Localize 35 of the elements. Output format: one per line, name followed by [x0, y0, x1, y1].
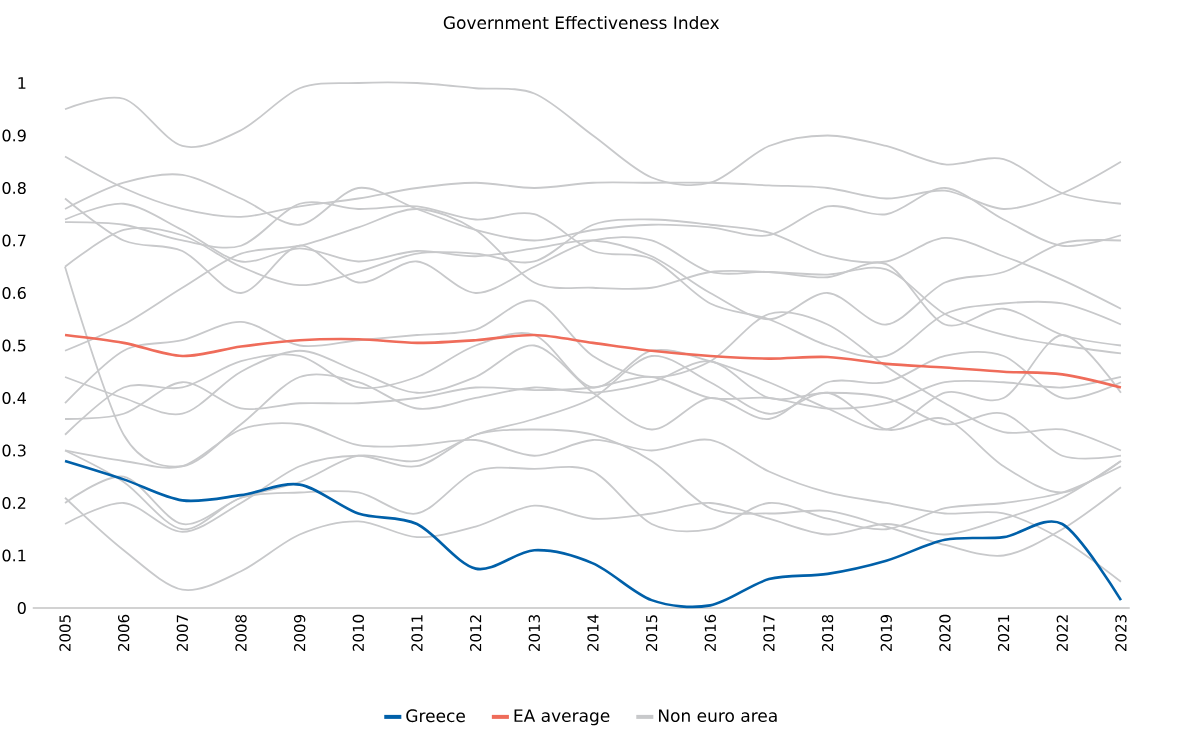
chart-title: Government Effectiveness Index	[443, 15, 720, 30]
x-tick-label: 2013	[528, 615, 540, 651]
y-tick-label: 0.4	[2, 391, 26, 405]
y-tick-label: 0.6	[2, 286, 26, 300]
legend-label: EA average	[514, 709, 610, 726]
x-tick-label: 2006	[118, 614, 130, 651]
y-tick-label: 1	[18, 77, 26, 89]
x-tick-label: 2020	[939, 614, 951, 651]
y-tick-label: 0.7	[2, 234, 26, 247]
x-tick-label: 2019	[880, 614, 892, 651]
x-tick-label: 2015	[645, 615, 658, 651]
y-tick-label: 0.8	[2, 181, 26, 195]
x-tick-label: 2011	[411, 615, 423, 651]
x-tick-label: 2023	[1115, 615, 1127, 651]
y-tick-label: 0.1	[2, 549, 26, 562]
x-tick-label: 2016	[704, 614, 716, 651]
y-tick-label: 0.3	[2, 444, 26, 457]
x-tick-label: 2021	[997, 615, 1010, 651]
x-tick-label: 2008	[235, 614, 247, 651]
x-tick-label: 2009	[293, 614, 306, 651]
line-series	[63, 333, 1123, 389]
x-tick-label: 2018	[821, 614, 834, 651]
y-tick-label: 0.5	[2, 339, 26, 352]
y-tick-label: 0.2	[2, 496, 26, 510]
x-tick-label: 2007	[176, 615, 189, 651]
y-tick-label: 0.9	[2, 129, 26, 142]
x-tick-label: 2022	[1056, 615, 1068, 651]
legend-label: Greece	[406, 709, 465, 723]
legend-label: Non euro area	[659, 709, 777, 723]
x-tick-label: 2012	[469, 615, 482, 651]
x-tick-label: 2005	[59, 615, 71, 651]
x-tick-label: 2017	[763, 615, 775, 651]
y-tick-label: 0	[17, 601, 26, 615]
x-tick-label: 2014	[587, 614, 599, 651]
x-tick-label: 2010	[352, 614, 364, 651]
